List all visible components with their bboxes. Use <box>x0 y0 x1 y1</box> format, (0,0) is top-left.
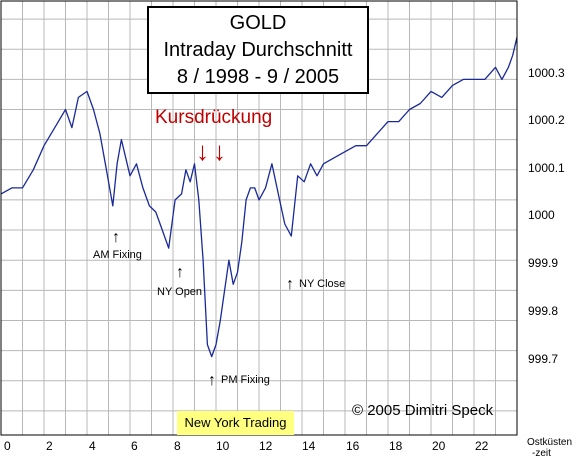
y-tick-label: 1000.3 <box>528 66 565 80</box>
kursdrueckung-label: Kursdrückung <box>155 107 273 128</box>
kursdrueckung-arrows-icon: ↓↓ <box>196 136 230 166</box>
x-tick-label: 16 <box>346 439 360 453</box>
pm-fixing-label: PM Fixing <box>221 374 270 386</box>
chart-title-line-1: GOLD <box>229 12 287 34</box>
x-tick-label: 0 <box>4 439 11 453</box>
copyright-text: © 2005 Dimitri Speck <box>352 402 494 419</box>
up-arrow-icon: ↑ <box>112 229 120 246</box>
series-line <box>0 37 518 358</box>
up-arrow-icon: ↑ <box>286 276 294 293</box>
x-tick-label: 2 <box>46 439 53 453</box>
chart-title-line-2: Intraday Durchschnitt <box>163 39 353 61</box>
chart-title-box: GOLD Intraday Durchschnitt 8 / 1998 - 9 … <box>147 6 369 94</box>
series-layer <box>0 37 518 358</box>
ny-close-label: NY Close <box>299 278 346 290</box>
y-tick-label: 1000 <box>528 208 555 222</box>
x-tick-label: 20 <box>432 439 446 453</box>
up-arrow-icon: ↑ <box>176 264 184 281</box>
x-tick-label: 22 <box>475 439 489 453</box>
y-tick-label: 1000.2 <box>528 113 565 127</box>
x-tick-label: 14 <box>302 439 316 453</box>
x-tick-label: 8 <box>174 439 181 453</box>
x-tick-label: 6 <box>131 439 138 453</box>
up-arrow-icon: ↑ <box>208 372 216 389</box>
ny-open-label: NY Open <box>157 286 203 298</box>
new-york-trading-badge: New York Trading <box>177 411 294 435</box>
y-tick-label: 999.9 <box>528 256 559 270</box>
am-fixing-label: AM Fixing <box>93 249 142 261</box>
y-tick-label: 1000.1 <box>528 161 565 175</box>
x-tick-label: 10 <box>216 439 230 453</box>
y-tick-label: 999.7 <box>528 352 559 366</box>
plot-frame <box>0 0 518 436</box>
x-axis-title-line-1: Ostküsten <box>527 437 573 448</box>
x-tick-label: 4 <box>89 439 96 453</box>
y-tick-label: 999.8 <box>528 304 559 318</box>
x-tick-label: 18 <box>389 439 403 453</box>
x-axis-title-line-2: -zeit <box>532 448 551 459</box>
chart-title-line-3: 8 / 1998 - 9 / 2005 <box>176 66 340 88</box>
x-tick-label: 12 <box>259 439 273 453</box>
